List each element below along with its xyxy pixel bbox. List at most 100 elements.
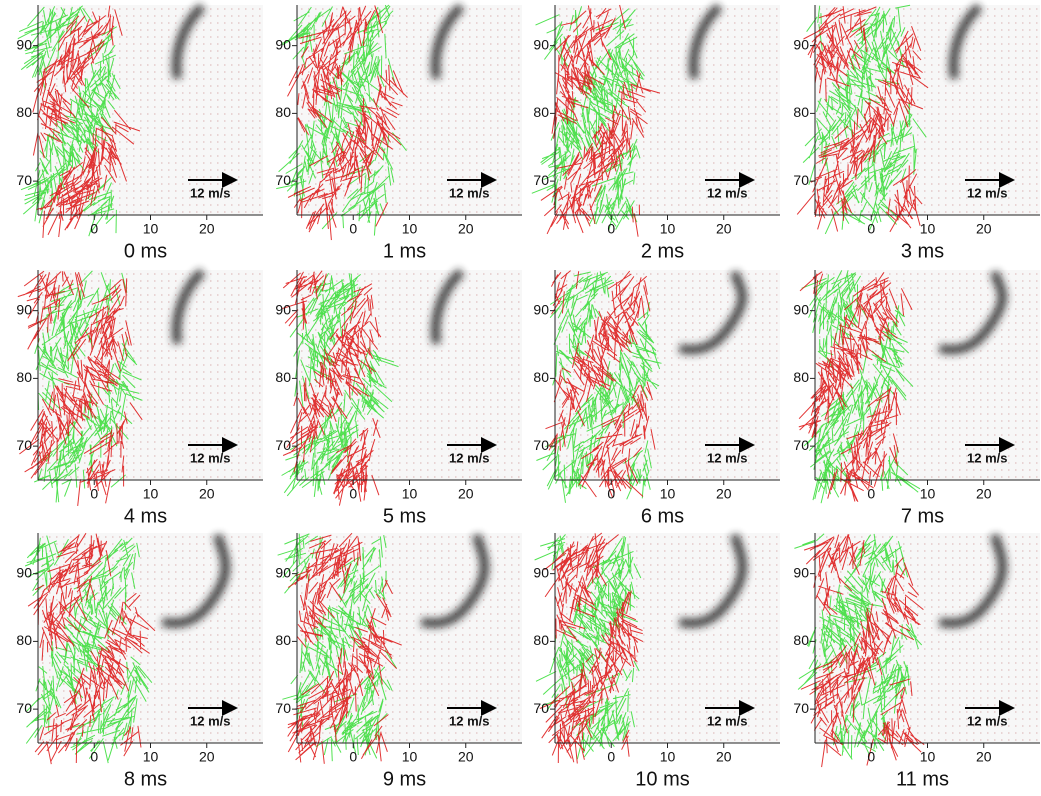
y-tick-label: 90 bbox=[533, 301, 549, 317]
y-tick-label: 80 bbox=[533, 632, 549, 648]
y-tick-label: 70 bbox=[533, 172, 549, 188]
x-tick-label: 20 bbox=[458, 221, 474, 237]
y-tick-label: 70 bbox=[275, 437, 291, 453]
panel: 0 10 20 70 80 90 12 m/s 0 ms bbox=[16, 3, 263, 262]
vectors-red bbox=[800, 534, 925, 768]
panel-label: 6 ms bbox=[641, 505, 684, 527]
y-tick-label: 80 bbox=[275, 369, 291, 385]
x-tick-label: 20 bbox=[976, 221, 992, 237]
flame-front bbox=[161, 533, 230, 628]
x-tick-label: 20 bbox=[199, 486, 215, 502]
flame-front bbox=[431, 3, 465, 80]
x-tick-label: 20 bbox=[976, 749, 992, 765]
x-tick-label: 20 bbox=[976, 486, 992, 502]
flame-front bbox=[172, 3, 206, 80]
x-tick-label: 0 bbox=[349, 749, 357, 765]
vectors-green bbox=[794, 533, 923, 760]
x-tick-label: 0 bbox=[607, 221, 615, 237]
x-tick-label: 10 bbox=[920, 749, 936, 765]
vectors-red bbox=[539, 532, 644, 764]
y-tick-label: 90 bbox=[275, 564, 291, 580]
panel: 0 10 20 70 80 90 12 m/s 10 ms bbox=[533, 532, 780, 790]
x-tick-label: 20 bbox=[199, 221, 215, 237]
y-tick-label: 80 bbox=[793, 104, 809, 120]
grid-dots bbox=[559, 536, 778, 741]
x-tick-label: 0 bbox=[607, 486, 615, 502]
y-tick-label: 80 bbox=[533, 369, 549, 385]
panel-label: 0 ms bbox=[124, 240, 167, 262]
x-tick-label: 0 bbox=[607, 749, 615, 765]
y-tick-label: 70 bbox=[16, 437, 32, 453]
vectors-red bbox=[287, 532, 402, 764]
flame-front bbox=[689, 3, 723, 80]
scale-label: 12 m/s bbox=[190, 450, 230, 465]
panel: 0 10 20 70 80 90 12 m/s 2 ms bbox=[531, 3, 780, 262]
y-tick-label: 90 bbox=[16, 564, 32, 580]
y-tick-label: 90 bbox=[275, 301, 291, 317]
flame-front bbox=[431, 268, 465, 345]
y-tick-label: 70 bbox=[16, 172, 32, 188]
vectors-green bbox=[536, 271, 662, 503]
panel: 0 10 20 70 80 90 12 m/s 8 ms bbox=[16, 532, 263, 790]
scale-label: 12 m/s bbox=[449, 185, 489, 200]
x-tick-label: 10 bbox=[660, 486, 676, 502]
scale-label: 12 m/s bbox=[449, 450, 489, 465]
y-tick-label: 90 bbox=[16, 36, 32, 52]
panel-label: 2 ms bbox=[641, 240, 684, 262]
vectors-red bbox=[540, 4, 661, 237]
x-tick-label: 10 bbox=[143, 749, 159, 765]
y-tick-label: 80 bbox=[533, 104, 549, 120]
scale-label: 12 m/s bbox=[190, 713, 230, 728]
panel-label: 3 ms bbox=[901, 240, 944, 262]
x-tick-label: 20 bbox=[716, 749, 732, 765]
panel-label: 7 ms bbox=[901, 505, 944, 527]
x-tick-label: 0 bbox=[867, 749, 875, 765]
scale-label: 12 m/s bbox=[967, 713, 1007, 728]
y-tick-label: 80 bbox=[793, 632, 809, 648]
y-tick-label: 70 bbox=[793, 172, 809, 188]
vectors-green bbox=[801, 270, 921, 504]
x-tick-label: 10 bbox=[920, 486, 936, 502]
x-tick-label: 10 bbox=[660, 749, 676, 765]
y-tick-label: 80 bbox=[16, 369, 32, 385]
flame-front bbox=[420, 533, 489, 628]
x-tick-label: 0 bbox=[90, 749, 98, 765]
y-tick-label: 80 bbox=[16, 104, 32, 120]
y-tick-label: 80 bbox=[275, 104, 291, 120]
panel-label: 8 ms bbox=[124, 768, 167, 790]
y-tick-label: 70 bbox=[793, 437, 809, 453]
y-tick-label: 90 bbox=[793, 564, 809, 580]
x-tick-label: 10 bbox=[660, 221, 676, 237]
panel: 0 10 20 70 80 90 12 m/s 5 ms bbox=[275, 268, 522, 527]
x-tick-label: 0 bbox=[90, 486, 98, 502]
panel-label: 11 ms bbox=[896, 768, 949, 790]
flame-front bbox=[678, 533, 747, 628]
x-tick-label: 20 bbox=[716, 221, 732, 237]
panel: 0 10 20 70 80 90 12 m/s 7 ms bbox=[793, 270, 1040, 527]
panel: 0 10 20 70 80 90 12 m/s 11 ms bbox=[793, 533, 1040, 790]
y-tick-label: 80 bbox=[275, 632, 291, 648]
x-tick-label: 0 bbox=[867, 221, 875, 237]
scale-label: 12 m/s bbox=[449, 713, 489, 728]
vectors-red bbox=[27, 532, 156, 765]
scale-label: 12 m/s bbox=[190, 185, 230, 200]
y-tick-label: 80 bbox=[16, 632, 32, 648]
y-tick-label: 90 bbox=[275, 36, 291, 52]
scale-label: 12 m/s bbox=[707, 713, 747, 728]
y-tick-label: 90 bbox=[793, 36, 809, 52]
vectors-red bbox=[796, 6, 929, 233]
y-tick-label: 70 bbox=[793, 700, 809, 716]
panel: 0 10 20 70 80 90 12 m/s 6 ms bbox=[533, 270, 780, 527]
y-tick-label: 80 bbox=[793, 369, 809, 385]
panel-label: 9 ms bbox=[383, 768, 426, 790]
y-tick-label: 70 bbox=[275, 172, 291, 188]
scale-label: 12 m/s bbox=[967, 185, 1007, 200]
x-tick-label: 20 bbox=[458, 749, 474, 765]
vectors-red bbox=[545, 270, 656, 498]
panel-label: 4 ms bbox=[124, 505, 167, 527]
x-tick-label: 10 bbox=[143, 221, 159, 237]
flame-front bbox=[938, 270, 1007, 355]
y-tick-label: 70 bbox=[533, 700, 549, 716]
